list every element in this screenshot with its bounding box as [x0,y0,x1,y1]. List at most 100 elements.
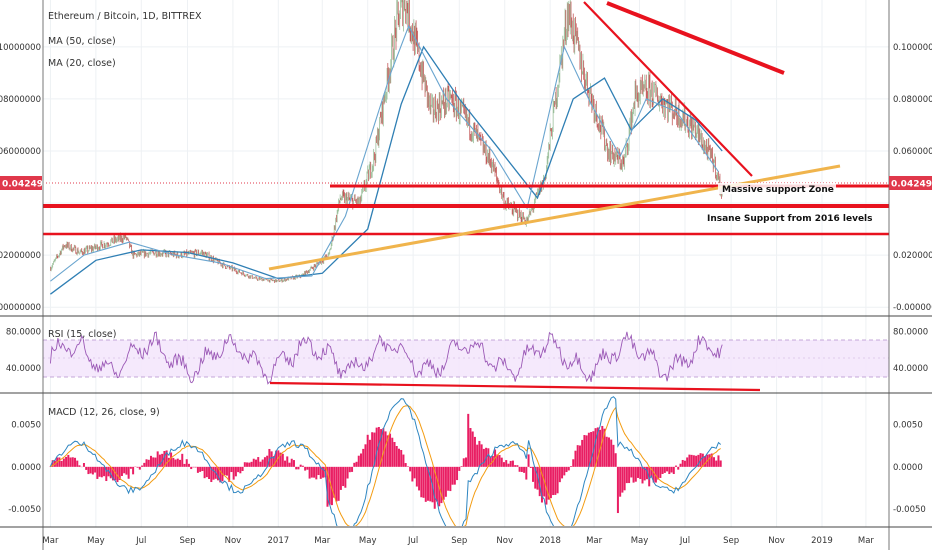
macd-hist-bar-408 [353,463,355,467]
macd-hist-bar-234 [224,467,226,475]
macd-hist-bar-711 [579,446,581,467]
macd-hist-bar-261 [244,462,246,467]
macd-hist-bar-687 [561,467,563,479]
macd-hist-bar-504 [425,467,427,502]
macd-legend: MACD (12, 26, close, 9) [48,407,160,418]
macd-hist-bar-69 [101,467,103,477]
macd-hist-bar-192 [192,467,194,468]
macd-hist-bar-405 [351,467,353,472]
macd-tick-left-2: -0.0050 [8,505,41,515]
macd-hist-bar-558 [465,457,467,466]
macd-hist-bar-333 [297,467,299,470]
macd-hist-bar-471 [400,450,402,467]
macd-hist-bar-420 [362,449,364,467]
macd-hist-bar-30 [72,457,74,467]
macd-hist-bar-843 [677,467,679,470]
y-tick-left-1: 0.08000000 [0,95,41,105]
y-tick-left-3: 0.02000000 [0,251,41,261]
macd-hist-bar-825 [664,467,666,473]
y-tick-right-1: 0.08000000 [893,95,932,105]
macd-hist-bar-534 [447,467,449,491]
macd-hist-bar-123 [141,466,143,467]
macd-hist-bar-462 [394,442,396,467]
macd-hist-bar-783 [633,467,635,483]
macd-hist-bar-399 [347,467,349,479]
macd-hist-bar-33 [74,458,76,467]
macd-hist-bar-213 [208,467,210,479]
macd-hist-bar-528 [443,467,445,500]
macd-hist-bar-636 [523,467,525,473]
macd-hist-bar-846 [679,464,681,467]
macd-hist-bar-57 [92,467,94,475]
macd-hist-bar-402 [349,467,351,472]
macd-hist-bar-774 [626,467,628,483]
macd-tick-right-1: 0.0000 [893,463,923,473]
macd-hist-bar-690 [563,467,565,476]
macd-hist-bar-819 [659,467,661,478]
x-tick-1: May [87,536,105,546]
macd-hist-bar-537 [449,467,451,491]
macd-hist-bar-477 [405,463,407,467]
macd-hist-bar-549 [458,467,460,471]
macd-hist-bar-588 [487,448,489,467]
x-tick-11: 2018 [539,536,561,546]
macd-hist-bar-324 [291,459,293,467]
x-tick-0: Mar [42,536,59,546]
macd-hist-bar-21 [65,457,67,467]
macd-hist-bar-270 [251,462,253,467]
x-tick-14: Jul [679,536,690,546]
macd-hist-bar-831 [668,467,670,474]
macd-hist-bar-219 [213,467,215,480]
macd-hist-bar-648 [532,467,534,482]
macd-hist-bar-885 [709,454,711,467]
macd-hist-bar-786 [635,467,637,482]
macd-hist-bar-696 [568,467,570,471]
macd-hist-bar-456 [389,434,391,467]
macd-hist-bar-468 [398,449,400,467]
macd-hist-bar-840 [675,466,677,467]
macd-hist-bar-720 [586,435,588,466]
macd-hist-bar-426 [367,435,369,467]
macd-hist-bar-120 [139,467,141,470]
macd-hist-bar-777 [628,467,630,483]
support-2016-annotation: Insane Support from 2016 levels [707,214,873,224]
macd-hist-bar-348 [309,467,311,479]
price-tag-right-text: 0.04249000 [891,180,932,190]
macd-hist-bar-210 [206,467,208,477]
macd-hist-bar-315 [284,461,286,467]
macd-hist-bar-633 [521,467,523,472]
macd-hist-bar-135 [150,456,152,467]
macd-hist-bar-207 [204,467,206,478]
macd-hist-bar-411 [356,462,358,467]
y-tick-right-4: -0.00000000 [893,303,932,313]
x-tick-5: 2017 [268,536,290,546]
macd-hist-bar-750 [608,437,610,466]
macd-hist-bar-321 [289,463,291,467]
macd-hist-bar-747 [606,437,608,467]
macd-hist-bar-180 [183,464,185,467]
macd-hist-bar-480 [407,466,409,467]
x-tick-6: Mar [314,536,331,546]
macd-hist-bar-708 [577,445,579,467]
macd-hist-bar-243 [230,467,232,472]
macd-hist-bar-552 [461,466,463,467]
macd-hist-bar-672 [550,467,552,498]
macd-hist-bar-822 [662,467,664,474]
macd-hist-bar-894 [715,461,717,467]
macd-hist-bar-351 [311,467,313,478]
macd-hist-bar-24 [67,455,69,467]
macd-hist-bar-576 [478,441,480,467]
macd-hist-bar-891 [713,457,715,467]
macd-hist-bar-318 [286,456,288,466]
macd-hist-bar-741 [601,426,603,467]
x-tick-17: 2019 [811,536,833,546]
macd-hist-bar-252 [237,467,239,472]
macd-hist-bar-681 [557,467,559,493]
x-tick-4: Nov [225,536,242,546]
macd-hist-bar-105 [128,467,130,479]
x-tick-7: May [359,536,377,546]
macd-tick-right-2: -0.0050 [893,505,926,515]
macd-hist-bar-828 [666,467,668,472]
